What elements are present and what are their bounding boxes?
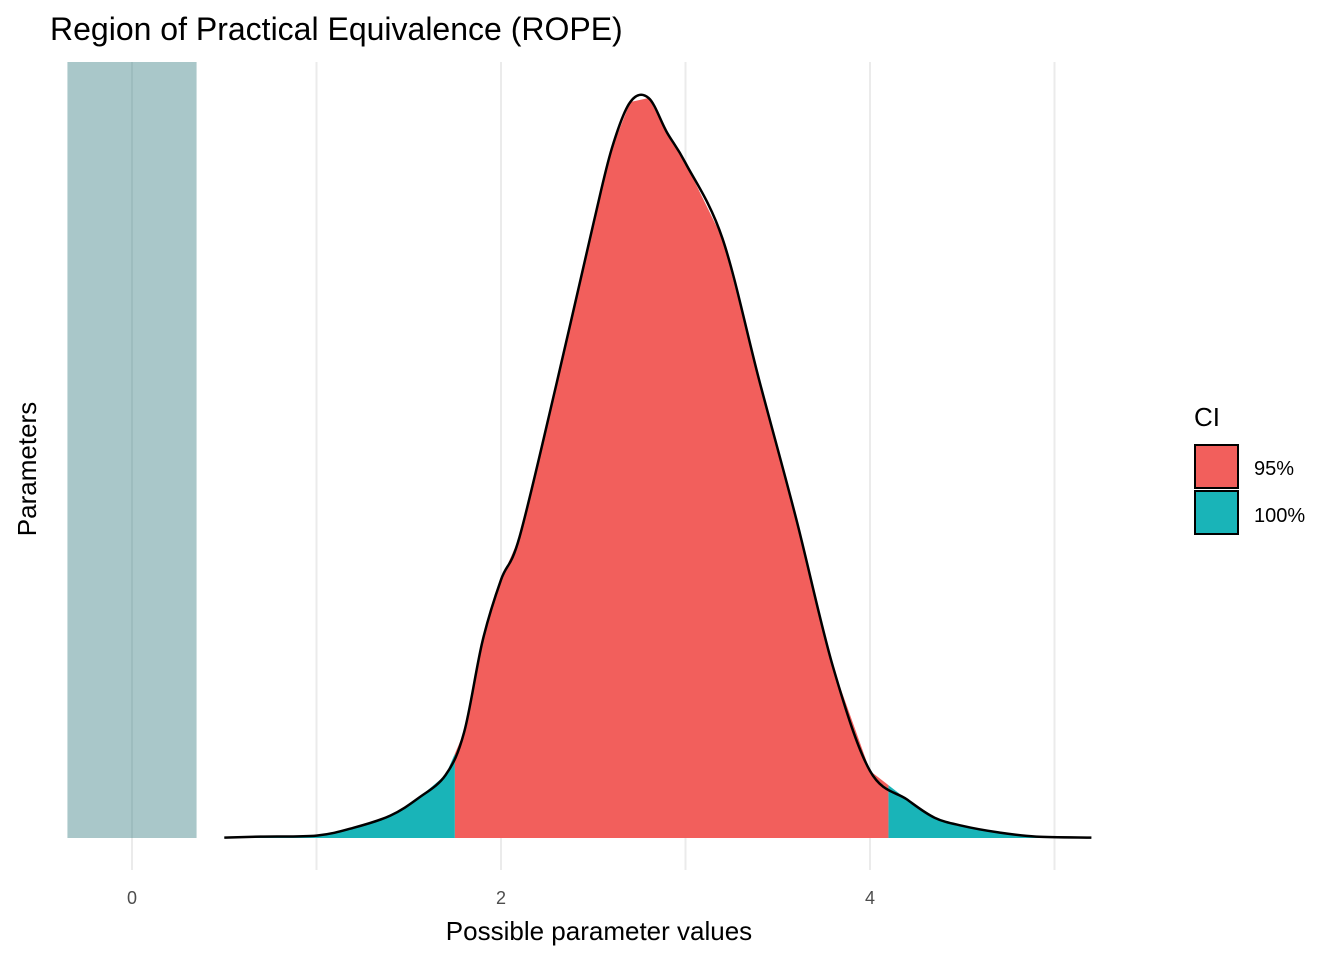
x-tick-label-0: 0: [127, 888, 137, 908]
legend-swatch-95: [1194, 444, 1239, 489]
ci-95-area: [454, 98, 889, 838]
ci-100-area-left: [224, 753, 455, 838]
x-axis-ticks: 0 2 4: [127, 888, 875, 908]
legend-label-95: 95%: [1254, 458, 1294, 480]
legend-label-100: 100%: [1254, 505, 1305, 527]
legend: CI 95% 100%: [1194, 402, 1305, 535]
y-axis-title: Parameters: [12, 402, 42, 536]
legend-swatch-100: [1194, 490, 1239, 535]
x-tick-label-2: 2: [496, 888, 506, 908]
ci-100-area-right: [888, 785, 1092, 838]
legend-title: CI: [1194, 402, 1220, 432]
density-outline: [224, 93, 1092, 839]
x-axis-title: Possible parameter values: [446, 916, 752, 946]
x-tick-label-4: 4: [865, 888, 875, 908]
chart-title: Region of Practical Equivalence (ROPE): [50, 11, 623, 47]
